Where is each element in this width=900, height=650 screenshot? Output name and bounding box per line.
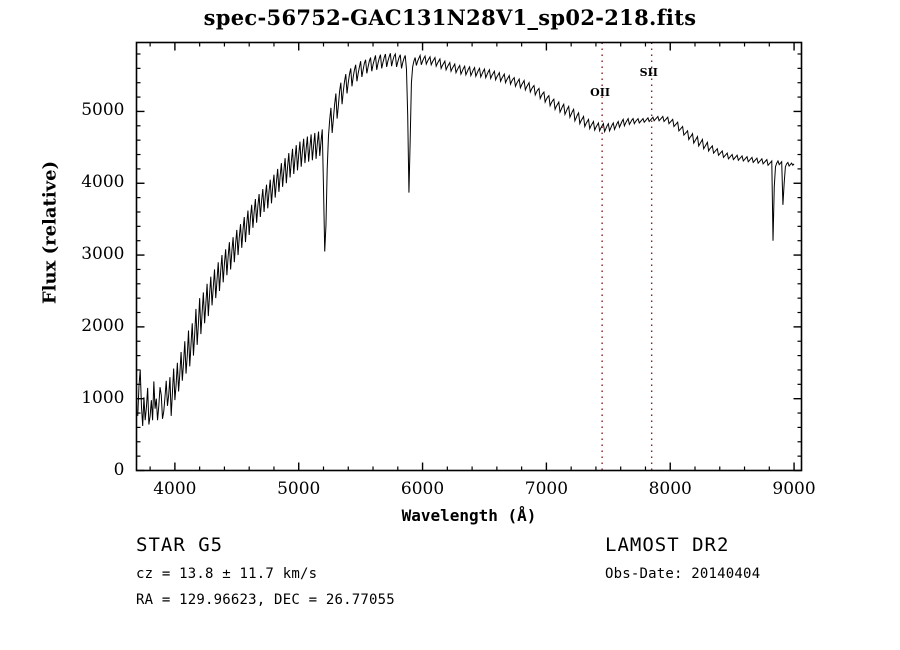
spectral-line-label-sii: SII: [639, 66, 658, 79]
x-axis-label: Wavelength (Å): [401, 506, 537, 525]
y-tick-label: 4000: [81, 172, 125, 193]
y-tick-label: 0: [113, 459, 125, 480]
survey-name-text: LAMOST DR2: [605, 534, 730, 556]
coordinates-text: RA = 129.96623, DEC = 26.77055: [136, 592, 395, 608]
obs-date-text: Obs-Date: 20140404: [605, 566, 761, 582]
redshift-velocity-text: cz = 13.8 ± 11.7 km/s: [136, 566, 318, 582]
x-tick-label: 5000: [277, 478, 321, 499]
object-info-block: STAR G5 cz = 13.8 ± 11.7 km/s RA = 129.9…: [136, 534, 395, 618]
spectral-line-label-oii: OII: [590, 86, 610, 99]
page-title: spec-56752-GAC131N28V1_sp02-218.fits: [203, 5, 697, 30]
y-tick-label: 5000: [81, 100, 125, 121]
x-tick-label: 7000: [524, 478, 569, 499]
y-tick-label: 1000: [81, 387, 125, 408]
survey-info-block: LAMOST DR2 Obs-Date: 20140404: [605, 534, 760, 592]
y-tick-label: 3000: [81, 244, 125, 265]
x-tick-label: 8000: [648, 478, 692, 499]
y-tick-label: 2000: [81, 315, 125, 336]
object-class-text: STAR G5: [136, 534, 224, 556]
x-tick-label: 9000: [772, 478, 816, 499]
x-tick-label: 6000: [400, 478, 445, 499]
x-tick-label: 4000: [153, 478, 197, 499]
